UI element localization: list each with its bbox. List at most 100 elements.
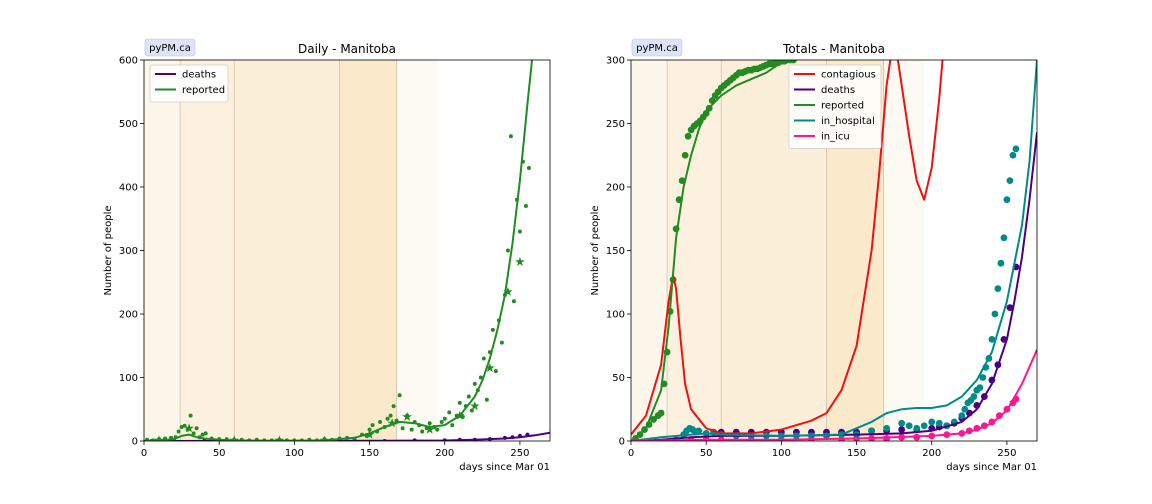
legend-label-deaths: deaths <box>821 85 855 96</box>
in_hospital-point <box>898 419 906 427</box>
reported-point <box>511 299 516 304</box>
chart-title: Totals - Manitoba <box>782 42 885 56</box>
x-tick-label: 150 <box>360 448 379 459</box>
x-tick-label: 0 <box>141 448 147 459</box>
series-line-contagious <box>631 60 944 436</box>
series-line-reported <box>144 60 534 441</box>
reported-point <box>466 394 471 399</box>
reported-point <box>391 404 396 409</box>
x-tick-label: 50 <box>700 448 713 459</box>
reported-point <box>457 400 462 405</box>
reported-point <box>420 429 425 434</box>
reported-point <box>188 413 193 418</box>
reported-star-point <box>424 424 435 434</box>
reported-point <box>523 204 528 209</box>
y-tick-label: 500 <box>119 119 138 130</box>
reported-point <box>447 410 452 415</box>
y-tick-label: 600 <box>119 56 138 67</box>
in_hospital-point <box>991 310 999 318</box>
reported-point <box>650 416 657 423</box>
in_hospital-point <box>1009 151 1017 159</box>
legend-label-in_icu: in_icu <box>821 132 850 143</box>
y-tick-label: 50 <box>612 373 625 384</box>
reported-star-point <box>503 286 513 296</box>
x-tick-label: 200 <box>922 448 941 459</box>
reported-point <box>191 431 196 436</box>
series-line-deaths <box>631 132 1037 441</box>
reported-point <box>484 397 489 402</box>
y-tick-label: 250 <box>606 119 625 130</box>
shaded-period-3 <box>339 60 397 441</box>
chart-panel-0: 0 50 100 150 200 250 0 100 200 300 400 500 600 days s… <box>103 38 551 473</box>
in_hospital-point <box>868 427 875 435</box>
y-tick-label: 0 <box>132 437 138 448</box>
reported-point <box>526 165 531 170</box>
reported-star-point <box>274 435 285 441</box>
shaded-period-2 <box>234 60 340 441</box>
series-line-in_icu <box>631 349 1037 441</box>
deaths-point <box>1006 304 1014 312</box>
x-tick-label: 200 <box>435 448 454 459</box>
reported-point <box>469 408 474 413</box>
legend-label-contagious: contagious <box>821 70 876 81</box>
reported-point <box>176 429 181 434</box>
reported-star-point <box>402 411 412 421</box>
reported-point <box>388 413 393 418</box>
reported-star-point <box>515 256 525 266</box>
reported-point <box>490 327 495 332</box>
shaded-period-4 <box>396 60 438 441</box>
x-tick-label: 250 <box>997 448 1016 459</box>
reported-point <box>378 419 383 424</box>
y-tick-label: 150 <box>606 246 625 257</box>
y-tick-label: 100 <box>606 310 625 321</box>
y-tick-label: 100 <box>119 373 138 384</box>
reported-point <box>203 431 208 436</box>
in_hospital-point <box>997 259 1005 267</box>
y-tick-label: 300 <box>606 56 625 67</box>
legend-label-deaths: deaths <box>182 70 216 81</box>
series-line-in_hospital <box>631 60 1037 441</box>
legend-label-reported: reported <box>182 85 225 96</box>
reported-star-point <box>470 401 480 411</box>
in_hospital-point <box>988 336 996 343</box>
legend-label-in_hospital: in_hospital <box>821 116 875 127</box>
x-tick-label: 100 <box>772 448 791 459</box>
shaded-period-1 <box>180 60 235 441</box>
y-tick-label: 0 <box>619 437 625 448</box>
legend: deaths reported <box>149 64 229 103</box>
reported-point <box>657 409 665 417</box>
reported-star-point <box>387 418 397 428</box>
in_hospital-point <box>961 405 969 413</box>
y-axis-label: Number of people <box>103 205 114 295</box>
reported-point <box>505 248 510 253</box>
shaded-period-0 <box>144 60 181 441</box>
reported-point <box>684 132 692 140</box>
source-badge-text: pyPM.ca <box>149 43 191 54</box>
y-axis-label: Number of people <box>590 205 601 295</box>
plot-area <box>631 60 1037 441</box>
y-tick-label: 200 <box>606 183 625 194</box>
in_hospital-point <box>979 374 987 381</box>
in_hospital-point <box>970 393 978 400</box>
source-badge-text: pyPM.ca <box>636 43 678 54</box>
in_hospital-point <box>976 384 984 392</box>
x-tick-label: 250 <box>510 448 529 459</box>
reported-point <box>397 393 402 398</box>
reported-point <box>681 151 689 159</box>
reported-point <box>200 432 205 437</box>
chart-panel-1: 0 50 100 150 200 250 0 50 100 150 200 250 300 days si… <box>590 38 1038 473</box>
shaded-period-0 <box>631 60 668 441</box>
in_hospital-point <box>1000 234 1008 242</box>
in_hospital-point <box>958 412 966 419</box>
reported-point <box>385 416 390 421</box>
in_hospital-point <box>920 422 928 430</box>
reported-point <box>194 426 199 431</box>
x-axis-label: days since Mar 01 <box>459 462 550 473</box>
source-badge <box>631 38 683 57</box>
in_hospital-point <box>883 424 891 432</box>
x-tick-label: 0 <box>628 448 634 459</box>
reported-point <box>517 229 522 234</box>
in_hospital-point <box>935 419 943 427</box>
reported-point <box>508 134 513 139</box>
